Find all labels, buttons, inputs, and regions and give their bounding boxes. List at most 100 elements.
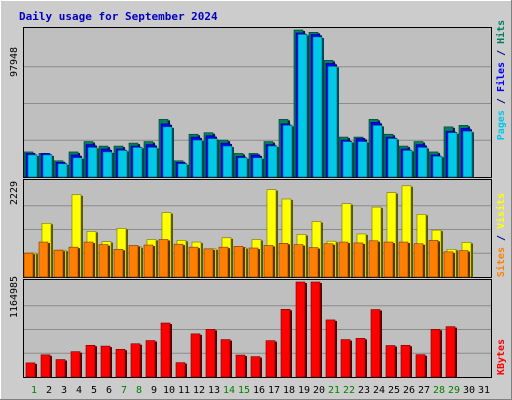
x-label-day-16: 16 xyxy=(253,385,265,396)
bar-pages-day-9 xyxy=(147,147,158,178)
x-label-day-22: 22 xyxy=(343,385,355,396)
bar-pages-day-26 xyxy=(402,150,413,178)
bar-kbytes-day-5 xyxy=(85,344,96,378)
legend-part-top-0: Pages xyxy=(496,110,507,140)
x-axis-day-labels: 1 2 3 4 5 6 7 8 9 10 11 12 13 14 15 16 17 18 19 20 21 22 23 24 2… xyxy=(31,385,490,396)
bar-kbytes-day-26 xyxy=(400,344,411,378)
bar-pages-day-25 xyxy=(387,138,398,178)
bar-kbytes-day-16 xyxy=(250,356,261,378)
bar-sites-day-17 xyxy=(263,245,274,278)
bar-sites-day-10 xyxy=(158,239,169,278)
bar-sites-day-20 xyxy=(308,247,319,278)
bar-kbytes-day-25 xyxy=(385,345,396,378)
bar-pages-day-4 xyxy=(72,157,83,178)
x-label-day-8: 8 xyxy=(136,385,142,396)
bar-sites-day-2 xyxy=(38,241,49,278)
legend-part-top-1: / xyxy=(496,92,507,110)
bar-sites-day-15 xyxy=(233,246,244,278)
bar-pages-day-3 xyxy=(57,163,68,178)
bar-pages-day-15 xyxy=(237,157,248,178)
x-label-day-6: 6 xyxy=(106,385,112,396)
x-label-day-13: 13 xyxy=(208,385,220,396)
legend-part-mid-0: Sites xyxy=(495,247,507,277)
bar-pages-day-17 xyxy=(267,145,278,178)
bar-kbytes-day-6 xyxy=(100,345,111,378)
bar-kbytes-day-24 xyxy=(370,309,381,378)
bar-kbytes-day-3 xyxy=(55,359,66,378)
bar-kbytes-day-20 xyxy=(310,281,321,378)
legend-sites-visits: Sites / Visits xyxy=(495,193,507,277)
bar-sites-day-1 xyxy=(23,252,34,278)
bar-sites-day-18 xyxy=(278,243,289,278)
bar-pages-day-30 xyxy=(462,130,473,178)
bar-sites-day-5 xyxy=(83,241,94,278)
bar-pages-day-13 xyxy=(207,138,218,178)
legend-part-bottom-0: KBytes xyxy=(496,339,507,375)
bar-pages-day-29 xyxy=(447,132,458,178)
x-label-day-4: 4 xyxy=(76,385,82,396)
chart-title: Daily usage for September 2024 xyxy=(19,10,218,23)
x-label-day-24: 24 xyxy=(373,385,385,396)
bar-sites-day-8 xyxy=(128,245,139,278)
bar-sites-day-25 xyxy=(383,241,394,278)
bar-marks xyxy=(23,29,474,378)
legend-part-mid-2: Visits xyxy=(495,193,507,229)
bar-sites-day-4 xyxy=(68,246,79,278)
bar-kbytes-day-18 xyxy=(280,309,291,378)
x-label-day-3: 3 xyxy=(61,385,67,396)
bar-kbytes-day-23 xyxy=(355,338,366,378)
bar-sites-day-29 xyxy=(443,251,454,278)
x-label-day-14: 14 xyxy=(223,385,235,396)
bar-pages-day-28 xyxy=(432,155,443,178)
bar-kbytes-day-9 xyxy=(145,340,156,378)
bar-sites-day-30 xyxy=(458,250,469,278)
bar-sites-day-21 xyxy=(323,243,334,278)
x-label-day-10: 10 xyxy=(163,385,175,396)
bar-sites-day-27 xyxy=(413,243,424,278)
bar-kbytes-day-13 xyxy=(205,329,216,378)
x-label-day-7: 7 xyxy=(121,385,127,396)
bar-kbytes-day-11 xyxy=(175,362,186,378)
bar-sites-day-13 xyxy=(203,248,214,278)
bar-sites-day-9 xyxy=(143,244,154,278)
bar-sites-day-26 xyxy=(398,241,409,278)
x-label-day-25: 25 xyxy=(388,385,400,396)
legend-kbytes: KBytes xyxy=(496,339,507,375)
bar-kbytes-day-10 xyxy=(160,322,171,378)
x-label-day-20: 20 xyxy=(313,385,325,396)
bar-pages-day-5 xyxy=(87,147,98,178)
legend-part-top-3: / xyxy=(496,44,507,62)
bar-pages-day-6 xyxy=(102,151,113,178)
y-max-label-kbytes: 1164985 xyxy=(9,276,20,318)
x-label-day-5: 5 xyxy=(91,385,97,396)
bar-sites-day-11 xyxy=(173,243,184,278)
bar-sites-day-7 xyxy=(113,248,124,278)
x-label-day-12: 12 xyxy=(193,385,205,396)
bar-sites-day-6 xyxy=(98,244,109,278)
bar-kbytes-day-14 xyxy=(220,339,231,378)
legend-part-mid-1: / xyxy=(496,229,507,247)
bar-kbytes-day-27 xyxy=(415,354,426,378)
bar-sites-day-3 xyxy=(53,249,64,278)
bar-sites-day-16 xyxy=(248,247,259,278)
bar-pages-day-1 xyxy=(27,154,38,178)
bar-kbytes-day-4 xyxy=(70,351,81,378)
x-label-day-17: 17 xyxy=(268,385,280,396)
bar-pages-day-18 xyxy=(282,125,293,178)
x-label-day-9: 9 xyxy=(151,385,157,396)
bar-pages-day-8 xyxy=(132,147,143,178)
legend-part-top-4: Hits xyxy=(495,20,507,44)
bar-kbytes-day-21 xyxy=(325,319,336,378)
bar-sites-day-12 xyxy=(188,246,199,278)
bar-kbytes-day-8 xyxy=(130,343,141,378)
bar-pages-day-7 xyxy=(117,150,128,178)
bar-pages-day-24 xyxy=(372,125,383,178)
bar-sites-day-22 xyxy=(338,241,349,278)
bar-pages-day-12 xyxy=(192,139,203,178)
bar-pages-day-27 xyxy=(417,147,428,178)
bar-pages-day-10 xyxy=(162,126,173,178)
bar-sites-day-19 xyxy=(293,244,304,278)
x-label-day-31: 31 xyxy=(478,385,490,396)
